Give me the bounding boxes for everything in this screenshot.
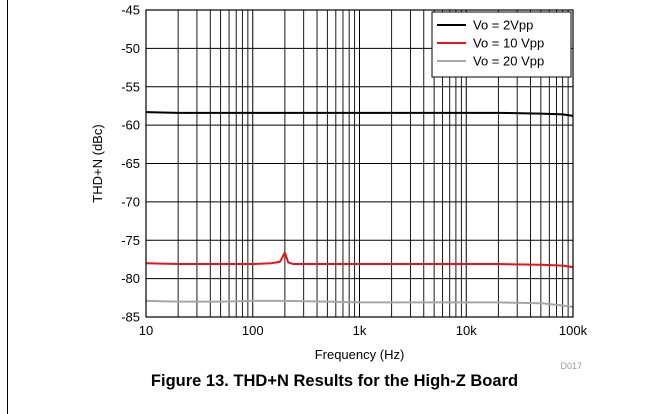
y-tick-label: -45 <box>121 3 140 18</box>
y-axis-label: THD+N (dBc) <box>90 124 105 202</box>
x-tick-label: 10k <box>456 323 477 338</box>
y-tick-label: -80 <box>121 271 140 286</box>
legend-label-3: Vo = 20 Vpp <box>473 54 544 69</box>
x-tick-label: 100 <box>242 323 264 338</box>
y-tick-label: -70 <box>121 194 140 209</box>
x-tick-label: 10 <box>139 323 153 338</box>
page-border-line <box>7 0 8 414</box>
legend-label-2: Vo = 10 Vpp <box>473 36 544 51</box>
y-tick-label: -60 <box>121 118 140 133</box>
legend-box <box>431 11 572 78</box>
legend: Vo = 2Vpp Vo = 10 Vpp Vo = 20 Vpp <box>431 11 572 78</box>
x-tick-label: 100k <box>559 323 588 338</box>
y-tick-label: -50 <box>121 41 140 56</box>
y-tick-label: -55 <box>121 79 140 94</box>
series-line-2 <box>145 251 574 269</box>
legend-label-1: Vo = 2Vpp <box>473 18 533 33</box>
y-tick-label: -75 <box>121 233 140 248</box>
plot-frame <box>145 9 574 318</box>
series-line-3 <box>145 299 574 309</box>
y-tick-label: -65 <box>121 156 140 171</box>
series-lines <box>145 111 574 309</box>
x-axis-label: Frequency (Hz) <box>315 347 405 362</box>
y-tick-label: -85 <box>121 310 140 325</box>
series-line-1 <box>145 111 574 117</box>
figure-id-label: D017 <box>560 361 582 371</box>
x-tick-label: 1k <box>353 323 367 338</box>
figure-caption: Figure 13. THD+N Results for the High-Z … <box>150 372 519 390</box>
